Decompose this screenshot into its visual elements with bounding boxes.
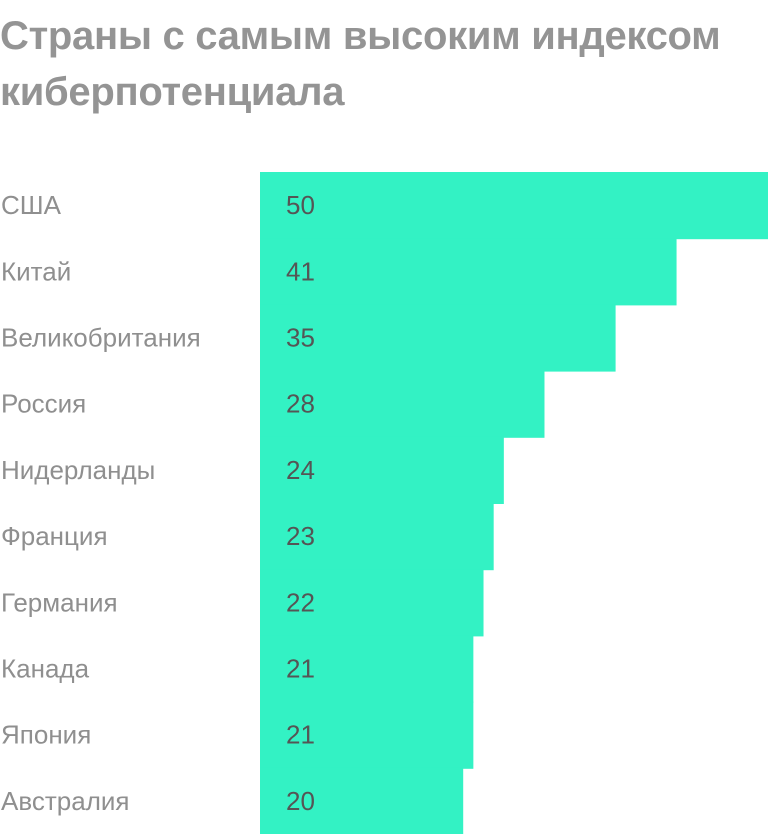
category-label: Франция [1,521,108,551]
category-label: Канада [1,654,90,684]
bar-6 [260,569,484,637]
value-label: 22 [286,587,315,617]
value-label: 28 [286,389,315,419]
value-label: 41 [286,256,315,286]
category-label: США [1,190,62,220]
bar-7 [260,635,474,703]
category-label: Нидерланды [1,455,155,485]
bar-9 [260,767,464,834]
value-label: 50 [286,190,315,220]
bar-4 [260,436,504,504]
bar-8 [260,701,474,769]
category-label: Россия [1,389,86,419]
bar-2 [260,304,616,372]
bar-3 [260,370,545,438]
chart-title: Страны с самым высоким индексом киберпот… [0,14,721,114]
value-label: 21 [286,654,315,684]
category-label: Германия [1,587,118,617]
value-label: 35 [286,323,315,353]
category-label: Япония [1,720,91,750]
value-label: 20 [286,786,315,816]
category-label: Великобритания [1,323,201,353]
bar-0 [260,172,768,240]
value-label: 21 [286,720,315,750]
category-label: Австралия [1,786,129,816]
value-label: 23 [286,521,315,551]
category-label: Китай [1,256,71,286]
bar-1 [260,238,677,306]
value-label: 24 [286,455,315,485]
bar-5 [260,503,494,571]
